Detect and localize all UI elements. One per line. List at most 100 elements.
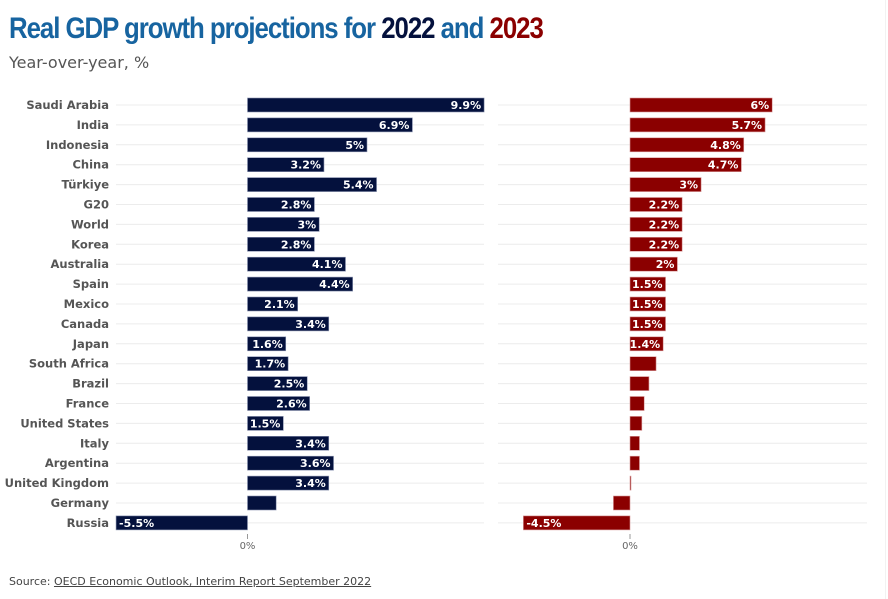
bar-2023-india [629, 117, 766, 133]
category-label: Türkiye [62, 178, 110, 192]
chart-title: Real GDP growth projections for 2022 and… [9, 12, 544, 46]
data-label: -4.5% [526, 517, 561, 530]
data-label: 2% [656, 258, 675, 271]
bar-2023-spain [629, 276, 666, 292]
bar-2022-saudi-arabia [247, 97, 485, 113]
category-label: Canada [61, 317, 109, 331]
bar-2023-australia [629, 256, 678, 272]
title-year-2023: 2023 [489, 12, 544, 45]
data-label: 1.4% [630, 338, 661, 351]
data-label: 1.5% [250, 417, 281, 430]
category-label: World [71, 217, 109, 231]
bar-2023-g20 [629, 197, 683, 212]
axis-tick-label: 0% [622, 541, 638, 552]
data-label: 3.4% [295, 477, 326, 490]
title-year-2022: 2022 [381, 12, 435, 45]
data-label: 5.7% [732, 119, 763, 132]
data-label: 1.7% [255, 358, 286, 371]
category-label: Korea [71, 237, 109, 251]
category-label: Spain [73, 277, 109, 291]
data-label: 2.5% [274, 378, 305, 391]
bar-2022-g20 [247, 197, 315, 212]
data-label: 3.4% [295, 437, 326, 450]
bar-2022-germany [247, 495, 277, 511]
bar-2023-japan [629, 336, 664, 352]
category-label: Australia [50, 257, 109, 271]
data-label: 2.6% [276, 398, 307, 411]
data-label: 3.2% [290, 159, 321, 172]
bar-2022-korea [247, 237, 315, 252]
bar-2022-türkiye [247, 177, 377, 192]
data-label: 1.5% [632, 298, 663, 311]
bar-2023-france [629, 396, 645, 411]
category-label: Saudi Arabia [26, 98, 109, 112]
category-label: China [72, 158, 109, 172]
category-label: Brazil [72, 377, 109, 391]
bar-2022-argentina [247, 455, 334, 471]
chart-subtitle: Year-over-year, % [9, 53, 150, 72]
bar-2023-italy [629, 435, 640, 451]
bar-2022-indonesia [247, 137, 368, 153]
category-label: Japan [72, 337, 109, 351]
bar-2023-indonesia [629, 137, 745, 153]
data-label: 4.1% [312, 258, 343, 271]
bar-2022-australia [247, 256, 346, 272]
data-label: 2.8% [281, 238, 312, 251]
category-label: United States [20, 416, 109, 430]
bar-2023-türkiye [629, 177, 702, 192]
data-label: 2.2% [649, 199, 680, 212]
category-label: Italy [80, 436, 109, 450]
axis-tick-label: 0% [240, 541, 256, 552]
data-label: 4.8% [710, 139, 741, 152]
title-middle: and [434, 12, 490, 45]
category-label: Indonesia [46, 138, 109, 152]
data-label: 1.5% [632, 278, 663, 291]
category-label: South Africa [29, 357, 109, 371]
bar-2022-united-states [247, 416, 284, 431]
bar-2022-canada [247, 316, 330, 332]
data-label: 2.1% [264, 298, 295, 311]
frame-edge [885, 0, 886, 599]
data-label: 4.4% [319, 278, 350, 291]
bar-2023-world [629, 217, 683, 232]
bar-2023-china [629, 157, 742, 172]
data-label: 1.6% [252, 338, 283, 351]
data-label: 4.7% [708, 159, 739, 172]
title-prefix: Real GDP growth projections for [9, 12, 382, 45]
bar-2022-russia [115, 515, 248, 531]
bar-2023-south-africa [629, 356, 657, 372]
data-label: 9.9% [451, 99, 482, 112]
data-label: 2.2% [649, 218, 680, 231]
data-label: -5.5% [119, 517, 154, 530]
bar-chart: Saudi Arabia India Indonesia China Türkiye G2… [5, 97, 867, 552]
source-link[interactable]: OECD Economic Outlook, Interim Report Se… [53, 575, 372, 588]
data-label: 2.2% [649, 238, 680, 251]
bar-2023-united-states [629, 416, 643, 431]
bar-2023-united-kingdom [629, 475, 632, 491]
bar-2023-germany [613, 495, 631, 511]
category-label: United Kingdom [5, 476, 109, 490]
bar-2023-canada [629, 316, 666, 332]
bar-2023-mexico [629, 296, 666, 312]
category-label: Germany [51, 496, 110, 510]
data-label: 5% [345, 139, 364, 152]
bar-2022-united-kingdom [247, 475, 330, 491]
data-label: 3% [298, 218, 317, 231]
data-label: 6.9% [379, 119, 410, 132]
bar-2022-world [247, 217, 320, 232]
source-note: Source: OECD Economic Outlook, Interim R… [9, 575, 371, 588]
category-label: Mexico [64, 297, 109, 311]
bar-2022-brazil [247, 376, 308, 391]
source-prefix: Source: [9, 575, 54, 588]
data-label: 5.4% [343, 179, 374, 192]
bar-2022-france [247, 396, 310, 411]
bar-2022-japan [247, 336, 287, 352]
data-label: 1.5% [632, 318, 663, 331]
bar-2023-korea [629, 237, 683, 252]
bar-2023-russia [523, 515, 631, 531]
category-label: G20 [84, 198, 109, 212]
bar-2022-south-africa [247, 356, 289, 372]
bar-2022-china [247, 157, 325, 172]
data-label: 3% [679, 179, 698, 192]
category-label: Argentina [45, 456, 109, 470]
